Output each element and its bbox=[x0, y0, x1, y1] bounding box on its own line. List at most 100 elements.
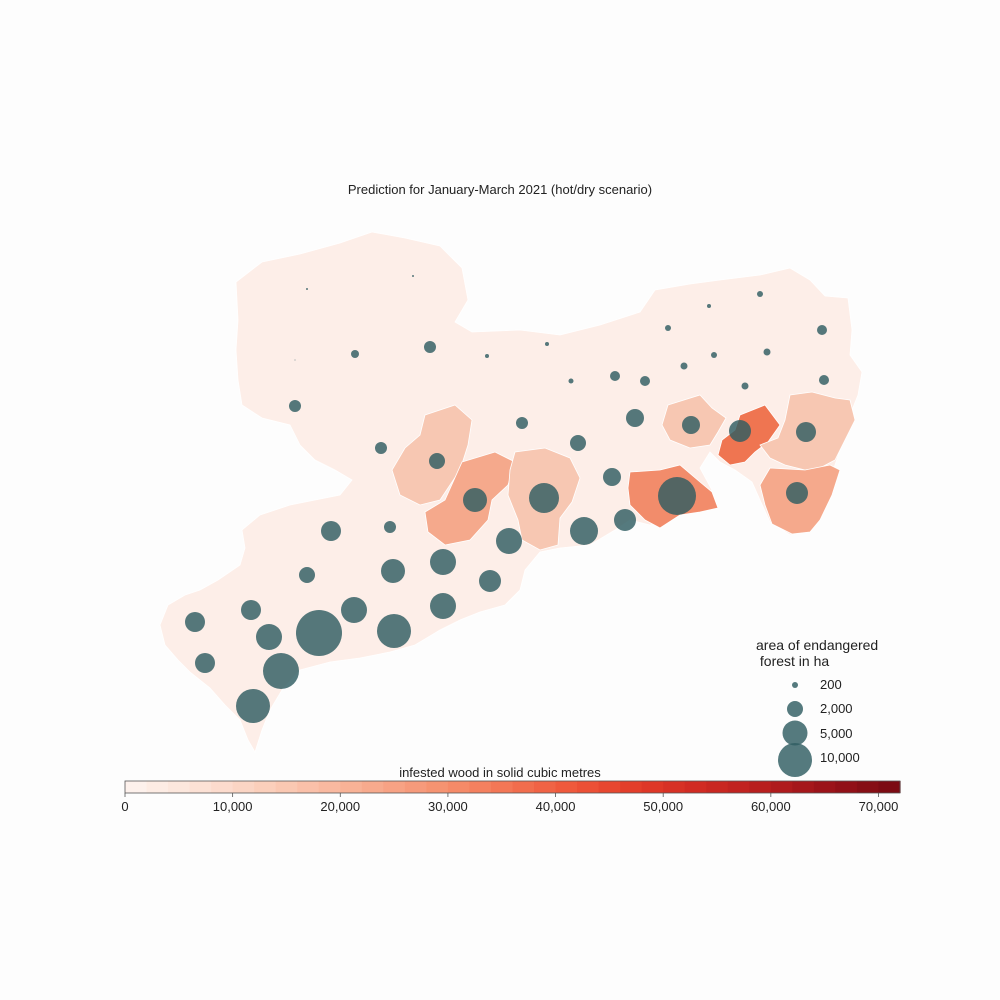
forest-area-bubble bbox=[306, 288, 308, 290]
colorbar-tick-label: 40,000 bbox=[535, 799, 576, 814]
colorbar-tick-label: 10,000 bbox=[212, 799, 253, 814]
forest-area-bubble bbox=[424, 341, 436, 353]
forest-area-bubble bbox=[665, 325, 671, 331]
colorbar-segment bbox=[512, 781, 535, 793]
colorbar-segment bbox=[340, 781, 363, 793]
forest-area-bubble bbox=[786, 482, 808, 504]
forest-area-bubble bbox=[351, 350, 359, 358]
colorbar-segment bbox=[813, 781, 837, 793]
colorbar-segment bbox=[361, 781, 384, 793]
colorbar-segment bbox=[749, 781, 772, 793]
forest-area-bubble bbox=[479, 570, 501, 592]
colorbar-segment bbox=[835, 781, 858, 793]
forest-area-bubble bbox=[570, 517, 598, 545]
size-legend-title-line1: area of endangered bbox=[756, 637, 879, 653]
forest-area-bubble bbox=[463, 488, 487, 512]
colorbar-segment bbox=[706, 781, 729, 793]
colorbar-tick-label: 30,000 bbox=[428, 799, 468, 814]
forest-area-bubble bbox=[429, 453, 445, 469]
forest-area-bubble bbox=[195, 653, 215, 673]
forest-area-bubble bbox=[381, 559, 405, 583]
forest-area-bubble bbox=[185, 612, 205, 632]
size-legend-circle bbox=[782, 720, 808, 746]
size-legend-title: area of endangered forest in ha bbox=[756, 637, 878, 669]
colorbar-segment bbox=[641, 781, 664, 793]
colorbar-tick-label: 20,000 bbox=[320, 799, 361, 814]
colorbar bbox=[124, 780, 901, 797]
forest-area-bubble bbox=[658, 477, 696, 515]
forest-area-bubble bbox=[294, 359, 296, 361]
size-legend-title-line2: forest in ha bbox=[756, 653, 830, 669]
forest-area-bubble bbox=[603, 468, 621, 486]
forest-area-bubble bbox=[384, 521, 396, 533]
colorbar-segment bbox=[254, 781, 277, 793]
forest-area-bubble bbox=[819, 375, 829, 385]
colorbar-segment bbox=[189, 781, 212, 793]
colorbar-segment bbox=[598, 781, 621, 793]
size-legend-label: 2,000 bbox=[820, 701, 853, 716]
colorbar-segment bbox=[663, 781, 686, 793]
forest-area-bubble bbox=[341, 597, 367, 623]
forest-area-bubble bbox=[485, 354, 489, 358]
size-legend-circle bbox=[792, 682, 798, 688]
forest-area-bubble bbox=[817, 325, 827, 335]
colorbar-segment bbox=[318, 781, 341, 793]
bubbles-layer bbox=[185, 275, 829, 723]
forest-area-bubble bbox=[568, 378, 574, 384]
size-legend-circle bbox=[787, 701, 803, 717]
colorbar-segment bbox=[534, 781, 557, 793]
forest-area-bubble bbox=[529, 483, 559, 513]
colorbar-segment bbox=[684, 781, 707, 793]
colorbar-tick-label: 60,000 bbox=[750, 799, 791, 814]
forest-area-bubble bbox=[680, 362, 688, 370]
forest-area-bubble bbox=[412, 275, 414, 277]
forest-area-bubble bbox=[256, 624, 282, 650]
colorbar-segment bbox=[792, 781, 815, 793]
forest-area-bubble bbox=[640, 376, 650, 386]
forest-area-bubble bbox=[729, 420, 751, 442]
forest-area-bubble bbox=[236, 689, 270, 723]
forest-area-bubble bbox=[496, 528, 522, 554]
colorbar-segment bbox=[856, 781, 880, 793]
colorbar-segment bbox=[168, 781, 191, 793]
size-legend-circle bbox=[778, 743, 812, 777]
forest-area-bubble bbox=[610, 371, 620, 381]
size-legend-label: 5,000 bbox=[820, 726, 853, 741]
colorbar-segment bbox=[878, 781, 901, 793]
colorbar-tick-label: 50,000 bbox=[643, 799, 684, 814]
colorbar-label: infested wood in solid cubic metres bbox=[399, 765, 601, 780]
forest-area-bubble bbox=[707, 304, 711, 308]
colorbar-segment bbox=[490, 781, 514, 793]
forest-area-bubble bbox=[375, 442, 387, 454]
forest-area-bubble bbox=[545, 342, 549, 346]
colorbar-segment bbox=[577, 781, 600, 793]
forest-area-bubble bbox=[757, 291, 763, 297]
size-legend bbox=[778, 682, 812, 777]
forest-area-bubble bbox=[430, 593, 456, 619]
colorbar-segment bbox=[211, 781, 234, 793]
colorbar-segment bbox=[555, 781, 578, 793]
colorbar-segment bbox=[727, 781, 750, 793]
colorbar-segment bbox=[232, 781, 255, 793]
forest-area-bubble bbox=[516, 417, 528, 429]
forest-area-bubble bbox=[263, 653, 299, 689]
forest-area-bubble bbox=[321, 521, 341, 541]
forest-area-bubble bbox=[299, 567, 315, 583]
forest-area-bubble bbox=[377, 614, 411, 648]
colorbar-tick-label: 70,000 bbox=[858, 799, 899, 814]
colorbar-segment bbox=[275, 781, 298, 793]
forest-area-bubble bbox=[430, 549, 456, 575]
colorbar-segment bbox=[447, 781, 471, 793]
forest-area-bubble bbox=[289, 400, 301, 412]
colorbar-segment bbox=[383, 781, 406, 793]
colorbar-segment bbox=[404, 781, 427, 793]
map-title: Prediction for January-March 2021 (hot/d… bbox=[347, 182, 653, 197]
forest-area-bubble bbox=[296, 610, 342, 656]
colorbar-tick-label: 0 bbox=[121, 799, 129, 814]
colorbar-segment bbox=[426, 781, 449, 793]
colorbar-segment bbox=[125, 781, 148, 793]
colorbar-segment bbox=[297, 781, 320, 793]
size-legend-label: 10,000 bbox=[820, 750, 860, 765]
forest-area-bubble bbox=[614, 509, 636, 531]
